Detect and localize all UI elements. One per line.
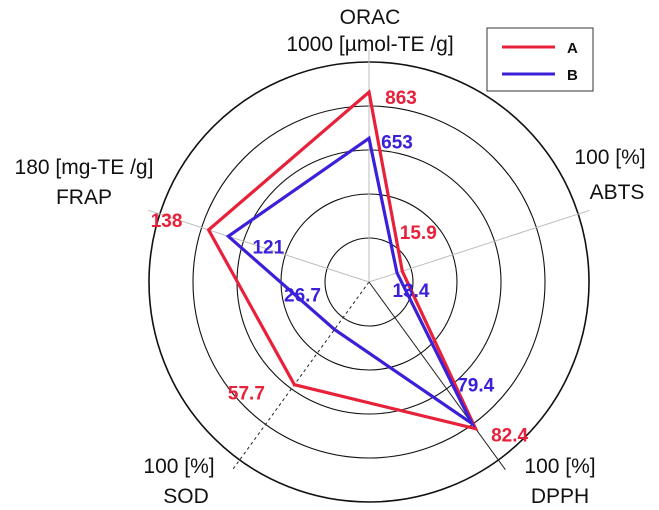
axis-label-abts-max: 100 [%] [574, 146, 645, 169]
axis-label-dpph-max: 100 [%] [524, 455, 595, 478]
value-labels: 863 15.9 82.4 57.7 138 653 13.4 79.4 26.7 121 [151, 88, 529, 447]
axis-label-abts-name: ABTS [590, 181, 645, 204]
axis-label-frap-max: 180 [mg-TE /g] [15, 156, 154, 179]
value-label-a-dpph: 82.4 [491, 426, 528, 447]
value-label-a-sod: 57.7 [228, 384, 265, 405]
legend-box [486, 27, 594, 92]
value-label-b-frap: 121 [252, 237, 284, 258]
series-polygons [206, 89, 479, 432]
axis-line-abts [368, 209, 590, 283]
series-polygon-a [206, 89, 479, 432]
axis-lines [148, 50, 590, 470]
axis-line-dpph [368, 281, 506, 470]
value-label-b-orac: 653 [381, 132, 413, 153]
value-label-b-sod: 26.7 [284, 286, 321, 307]
series-polygon-b [225, 135, 476, 429]
value-label-a-frap: 138 [151, 211, 183, 232]
legend-label-b: B [567, 67, 578, 84]
axis-line-frap [148, 209, 370, 283]
value-label-a-abts: 15.9 [400, 223, 437, 244]
legend: A B [486, 27, 594, 92]
axis-label-frap-name: FRAP [56, 186, 112, 209]
value-label-b-dpph: 79.4 [457, 375, 494, 396]
legend-label-a: A [567, 40, 578, 57]
axis-label-dpph-name: DPPH [531, 485, 589, 508]
axis-label-sod-name: SOD [163, 485, 209, 508]
axis-label-orac-max: 1000 [µmol-TE /g] [286, 33, 453, 56]
axis-line-sod [232, 281, 370, 470]
axis-label-sod-max: 100 [%] [143, 455, 214, 478]
value-label-a-orac: 863 [385, 88, 417, 109]
axis-labels: ORAC 1000 [µmol-TE /g] 100 [%] ABTS 100 … [15, 6, 646, 508]
value-label-b-abts: 13.4 [393, 281, 430, 302]
axis-label-orac-name: ORAC [340, 6, 401, 29]
